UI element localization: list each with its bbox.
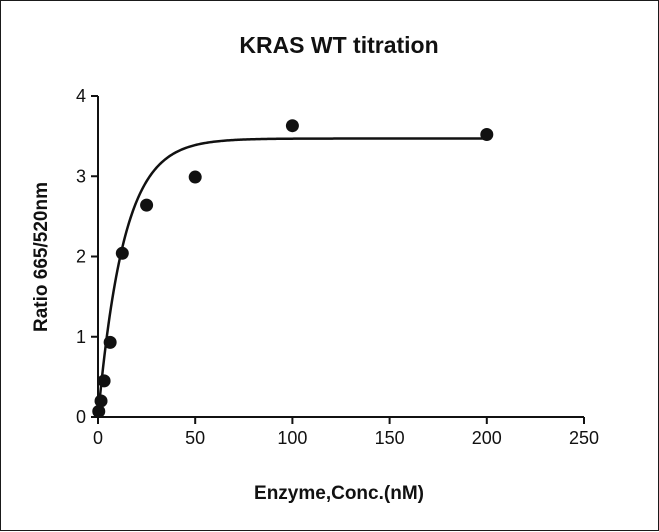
- data-point: [94, 394, 108, 408]
- data-point: [97, 374, 111, 388]
- x-tick-label: 200: [472, 428, 502, 448]
- data-points: [92, 119, 494, 418]
- y-axis-label: Ratio 665/520nm: [31, 182, 52, 332]
- chart-title: KRAS WT titration: [239, 32, 438, 58]
- x-tick-label: 100: [277, 428, 307, 448]
- data-point: [140, 198, 154, 212]
- y-tick-label: 3: [76, 166, 86, 186]
- y-tick-label: 4: [76, 86, 86, 106]
- data-point: [188, 170, 202, 184]
- x-ticks: 0 50 100 150 200 250: [93, 417, 599, 448]
- y-tick-label: 0: [76, 407, 86, 427]
- x-tick-label: 50: [185, 428, 205, 448]
- axes: [97, 96, 584, 418]
- data-point: [92, 404, 106, 418]
- x-tick-label: 0: [93, 428, 103, 448]
- data-point: [480, 128, 494, 142]
- y-tick-label: 2: [76, 247, 86, 267]
- data-point: [285, 119, 299, 133]
- x-tick-label: 250: [569, 428, 599, 448]
- fit-curve: [96, 137, 487, 418]
- y-tick-label: 1: [76, 327, 86, 347]
- data-point: [103, 335, 117, 349]
- x-axis-label: Enzyme,Conc.(nM): [254, 483, 424, 504]
- data-point: [115, 246, 129, 260]
- y-ticks: 0 1 2 3 4: [76, 86, 98, 427]
- x-tick-label: 150: [375, 428, 405, 448]
